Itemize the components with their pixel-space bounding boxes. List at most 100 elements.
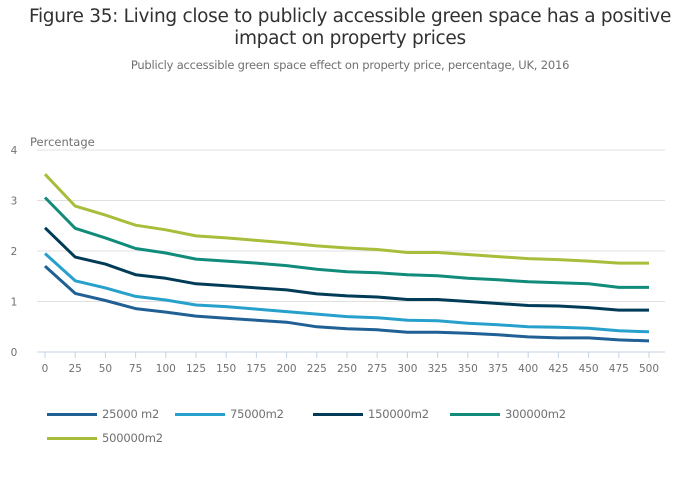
data-point[interactable] [74, 227, 77, 230]
data-point[interactable] [527, 280, 530, 283]
legend-item[interactable]: 150000m2 [313, 405, 429, 423]
data-point[interactable] [285, 264, 288, 267]
data-point[interactable] [436, 298, 439, 301]
data-point[interactable] [346, 294, 349, 297]
data-point[interactable] [466, 300, 469, 303]
data-point[interactable] [648, 309, 651, 312]
data-point[interactable] [587, 306, 590, 309]
data-point[interactable] [436, 274, 439, 277]
data-point[interactable] [134, 247, 137, 250]
data-point[interactable] [315, 268, 318, 271]
data-point[interactable] [497, 333, 500, 336]
series-line[interactable] [43, 264, 650, 343]
data-point[interactable] [376, 248, 379, 251]
data-point[interactable] [164, 298, 167, 301]
data-point[interactable] [648, 286, 651, 289]
data-point[interactable] [527, 304, 530, 307]
data-point[interactable] [406, 319, 409, 322]
data-point[interactable] [648, 262, 651, 265]
legend-item[interactable]: 500000m2 [47, 429, 163, 447]
data-point[interactable] [225, 260, 228, 263]
data-point[interactable] [346, 327, 349, 330]
data-point[interactable] [74, 256, 77, 259]
data-point[interactable] [195, 234, 198, 237]
data-point[interactable] [587, 336, 590, 339]
data-point[interactable] [617, 338, 620, 341]
data-point[interactable] [527, 335, 530, 338]
data-point[interactable] [225, 317, 228, 320]
data-point[interactable] [315, 325, 318, 328]
data-point[interactable] [406, 251, 409, 254]
series-line[interactable] [43, 173, 649, 265]
series-line[interactable] [43, 196, 649, 289]
data-point[interactable] [466, 332, 469, 335]
data-point[interactable] [44, 252, 47, 255]
data-point[interactable] [497, 278, 500, 281]
data-point[interactable] [436, 331, 439, 334]
data-point[interactable] [648, 330, 651, 333]
data-point[interactable] [104, 236, 107, 239]
data-point[interactable] [587, 260, 590, 263]
series-line[interactable] [43, 226, 649, 312]
data-point[interactable] [315, 244, 318, 247]
data-point[interactable] [225, 305, 228, 308]
data-point[interactable] [376, 295, 379, 298]
data-point[interactable] [134, 224, 137, 227]
data-point[interactable] [315, 313, 318, 316]
data-point[interactable] [497, 323, 500, 326]
data-point[interactable] [134, 273, 137, 276]
data-point[interactable] [285, 310, 288, 313]
data-point[interactable] [104, 214, 107, 217]
data-point[interactable] [255, 286, 258, 289]
data-point[interactable] [44, 265, 47, 268]
data-point[interactable] [164, 228, 167, 231]
series-line[interactable] [43, 252, 650, 334]
data-point[interactable] [557, 305, 560, 308]
data-point[interactable] [285, 241, 288, 244]
data-point[interactable] [557, 336, 560, 339]
data-point[interactable] [436, 251, 439, 254]
data-point[interactable] [527, 325, 530, 328]
data-point[interactable] [617, 286, 620, 289]
legend-item[interactable]: 75000m2 [175, 405, 284, 423]
data-point[interactable] [255, 239, 258, 242]
data-point[interactable] [466, 253, 469, 256]
data-point[interactable] [195, 315, 198, 318]
data-point[interactable] [285, 288, 288, 291]
data-point[interactable] [44, 196, 47, 199]
data-point[interactable] [225, 236, 228, 239]
data-point[interactable] [104, 263, 107, 266]
data-point[interactable] [104, 299, 107, 302]
data-point[interactable] [648, 339, 651, 342]
data-point[interactable] [406, 298, 409, 301]
data-point[interactable] [74, 292, 77, 295]
data-point[interactable] [164, 252, 167, 255]
data-point[interactable] [587, 327, 590, 330]
data-point[interactable] [376, 271, 379, 274]
data-point[interactable] [466, 322, 469, 325]
data-point[interactable] [557, 258, 560, 261]
data-point[interactable] [44, 173, 47, 176]
data-point[interactable] [346, 315, 349, 318]
data-point[interactable] [346, 246, 349, 249]
data-point[interactable] [225, 284, 228, 287]
data-point[interactable] [164, 277, 167, 280]
data-point[interactable] [315, 292, 318, 295]
legend-item[interactable]: 25000 m2 [47, 405, 159, 423]
data-point[interactable] [617, 329, 620, 332]
data-point[interactable] [497, 255, 500, 258]
data-point[interactable] [74, 205, 77, 208]
data-point[interactable] [376, 316, 379, 319]
data-point[interactable] [74, 279, 77, 282]
data-point[interactable] [527, 257, 530, 260]
data-point[interactable] [617, 262, 620, 265]
data-point[interactable] [134, 307, 137, 310]
data-point[interactable] [195, 282, 198, 285]
data-point[interactable] [557, 326, 560, 329]
data-point[interactable] [436, 319, 439, 322]
data-point[interactable] [497, 302, 500, 305]
data-point[interactable] [195, 304, 198, 307]
data-point[interactable] [557, 281, 560, 284]
data-point[interactable] [104, 286, 107, 289]
data-point[interactable] [255, 319, 258, 322]
